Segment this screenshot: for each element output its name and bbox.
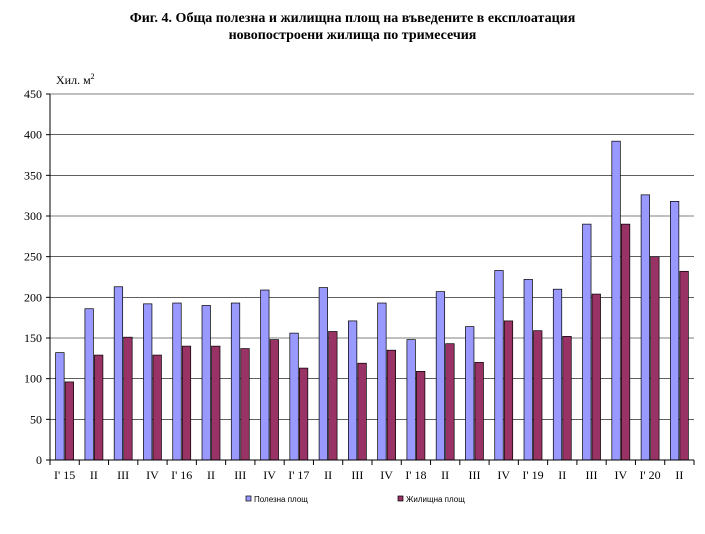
bar-useful-area xyxy=(670,201,680,461)
bar-useful-area xyxy=(289,332,299,461)
bar-useful-area xyxy=(172,302,182,461)
bar-living-area xyxy=(211,345,221,461)
legend-swatch xyxy=(245,495,252,502)
bar-useful-area xyxy=(494,270,504,461)
legend: Полезна площ Жилищна площ xyxy=(245,495,465,504)
x-tick-label: II xyxy=(324,468,332,482)
bar-living-area xyxy=(152,354,162,461)
bar-living-area xyxy=(64,381,74,461)
x-tick-label: IV xyxy=(614,468,627,482)
bar-living-area xyxy=(562,336,572,461)
bar-living-area xyxy=(416,370,426,461)
x-tick-label: III xyxy=(351,468,363,482)
x-tick-label: I' 16 xyxy=(171,468,192,482)
bar-living-area xyxy=(357,362,367,461)
x-tick-label: II xyxy=(675,468,683,482)
x-tick-label: III xyxy=(234,468,246,482)
x-tick-label: II xyxy=(90,468,98,482)
bar-living-area xyxy=(474,362,484,461)
bar-useful-area xyxy=(113,286,124,461)
x-tick-label: I' 20 xyxy=(640,468,661,482)
bar-living-area xyxy=(620,223,631,461)
bar-useful-area xyxy=(143,303,153,461)
bar-living-area xyxy=(94,354,104,461)
y-tick-label: 350 xyxy=(24,168,42,182)
y-tick-label: 0 xyxy=(36,453,42,467)
x-tick-label: I' 15 xyxy=(54,468,75,482)
bar-useful-area xyxy=(318,287,328,461)
bar-living-area xyxy=(591,293,601,461)
bar-living-area xyxy=(123,336,133,461)
y-tick-label: 450 xyxy=(24,87,42,101)
x-tick-label: IV xyxy=(146,468,159,482)
y-tick-label: 150 xyxy=(24,331,42,345)
bar-useful-area xyxy=(640,194,650,461)
legend-label: Жилищна площ xyxy=(406,495,465,504)
bar-living-area xyxy=(650,256,660,461)
x-tick-label: III xyxy=(468,468,480,482)
bar-useful-area xyxy=(552,288,563,461)
y-tick-label: 250 xyxy=(24,250,42,264)
bar-useful-area xyxy=(260,289,270,461)
y-tick-label: 400 xyxy=(24,128,42,142)
bar-living-area xyxy=(533,330,543,461)
bar-useful-area xyxy=(582,223,592,461)
x-tick-labels: I' 15 II III IV I' 16 II III IV I' 17 II III IV I' 1… xyxy=(49,460,695,482)
bars xyxy=(55,140,689,461)
chart-title: Фиг. 4. Обща полезна и жилищна площ на в… xyxy=(0,10,705,44)
bar-living-area xyxy=(298,367,309,461)
bar-useful-area xyxy=(611,140,621,461)
y-tick-label: 50 xyxy=(30,412,42,426)
x-tick-label: IV xyxy=(497,468,510,482)
bar-living-area xyxy=(328,331,338,461)
chart-title-line-2: новопостроени жилища по тримесечия xyxy=(228,28,477,43)
bar-living-area xyxy=(269,339,279,461)
x-tick-label: I' 19 xyxy=(522,468,543,482)
bar-living-area xyxy=(240,348,250,461)
y-tick-label: 200 xyxy=(24,290,42,304)
bar-useful-area xyxy=(406,339,416,461)
x-tick-label: I' 18 xyxy=(405,468,426,482)
x-tick-label: II xyxy=(207,468,215,482)
bar-useful-area xyxy=(465,326,475,461)
x-tick-label: III xyxy=(586,468,598,482)
bar-useful-area xyxy=(523,279,533,461)
y-tick-label: 300 xyxy=(24,209,42,223)
bar-useful-area xyxy=(55,352,65,461)
bar-living-area xyxy=(181,345,192,461)
x-tick-label: II xyxy=(558,468,566,482)
bar-useful-area xyxy=(230,302,241,461)
legend-swatch xyxy=(397,495,404,502)
x-tick-label: III xyxy=(117,468,129,482)
y-axis-label: Хил. м2 xyxy=(56,72,95,87)
y-tick-labels: 0 50 100 150 200 250 300 350 400 450 xyxy=(24,87,50,467)
x-tick-label: IV xyxy=(263,468,276,482)
bar-useful-area xyxy=(84,308,94,461)
bar-living-area xyxy=(503,320,514,461)
bar-living-area xyxy=(679,270,689,461)
x-tick-label: IV xyxy=(380,468,393,482)
bar-useful-area xyxy=(201,305,211,461)
bar-useful-area xyxy=(435,291,446,461)
x-tick-label: II xyxy=(441,468,449,482)
y-tick-label: 100 xyxy=(24,372,42,386)
bar-living-area xyxy=(386,349,396,461)
bar-living-area xyxy=(445,343,455,461)
bar-useful-area xyxy=(348,320,358,461)
bar-useful-area xyxy=(377,302,387,461)
x-tick-label: I' 17 xyxy=(288,468,309,482)
chart-title-line-1: Фиг. 4. Обща полезна и жилищна площ на в… xyxy=(129,11,576,26)
legend-label: Полезна площ xyxy=(254,495,308,504)
